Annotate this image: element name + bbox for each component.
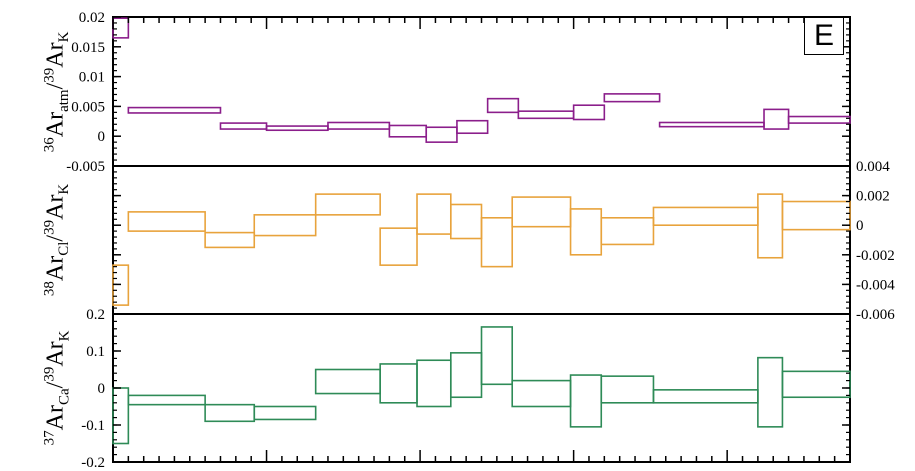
step-band-p1-5: [379, 227, 418, 266]
panel-frame-0: [112, 16, 851, 167]
step-band-p1-4: [314, 193, 381, 216]
y-tick-label-p2-4: -0.2: [81, 455, 105, 471]
step-band-p0-4: [327, 121, 391, 130]
step-band-p2-10: [569, 374, 603, 428]
y-tick-label-p0-4: 0: [98, 129, 106, 145]
y-tick-label-p1-2: 0: [856, 218, 864, 234]
step-band-p1-11: [600, 217, 655, 246]
step-band-p2-13: [757, 356, 784, 428]
step-band-p0-12: [658, 121, 765, 128]
step-band-p2-4: [314, 368, 381, 395]
y-tick-label-p1-0: 0.004: [856, 159, 890, 175]
step-band-p2-8: [480, 326, 514, 386]
y-tick-label-p1-1: 0.002: [856, 189, 890, 205]
step-band-p0-7: [456, 119, 489, 135]
step-band-p0-1: [127, 106, 222, 114]
y-axis-label-ar37: 37ArCa/39ArK: [41, 330, 72, 446]
step-band-p2-14: [781, 370, 851, 399]
step-band-p2-7: [449, 352, 483, 399]
step-band-p0-10: [572, 104, 606, 121]
y-tick-label-p0-3: 0.005: [71, 99, 105, 115]
step-band-p1-1: [127, 211, 206, 232]
step-band-p2-5: [379, 363, 418, 404]
step-band-p1-14: [781, 200, 851, 231]
step-band-p0-6: [425, 126, 458, 143]
step-band-p0-3: [265, 125, 329, 132]
step-band-p2-1: [127, 394, 206, 406]
step-band-p1-7: [449, 203, 483, 240]
step-band-p0-2: [219, 122, 268, 130]
step-band-p2-6: [416, 359, 452, 408]
step-band-p1-6: [416, 193, 452, 235]
step-band-p0-8: [486, 97, 520, 114]
step-band-p2-0: [112, 387, 130, 445]
step-band-p1-9: [511, 196, 572, 228]
step-band-p2-11: [600, 375, 655, 404]
y-tick-label-p0-1: 0.015: [71, 40, 105, 56]
step-band-p2-2: [204, 403, 256, 423]
step-band-p0-11: [603, 93, 661, 103]
y-tick-label-p0-0: 0.02: [79, 10, 105, 26]
y-tick-label-p2-2: 0: [98, 381, 106, 397]
step-band-p1-8: [480, 217, 514, 268]
step-band-p0-9: [517, 110, 575, 120]
panel-letter-label: E: [804, 17, 844, 55]
y-tick-label-p0-5: -0.005: [66, 159, 105, 175]
y-tick-label-p1-4: -0.004: [856, 277, 895, 293]
y-tick-label-p2-0: 0.2: [86, 307, 105, 323]
step-band-p1-2: [204, 231, 256, 249]
step-band-p2-9: [511, 379, 572, 408]
step-band-p1-12: [652, 206, 759, 227]
step-band-p0-14: [787, 115, 851, 124]
y-tick-label-p1-3: -0.002: [856, 248, 895, 264]
y-axis-label-ar38: 38ArCl/39ArK: [41, 183, 73, 297]
y-tick-label-p1-5: -0.006: [856, 307, 895, 323]
step-band-p0-13: [763, 108, 790, 130]
y-tick-label-p2-1: 0.1: [86, 344, 105, 360]
step-band-p0-5: [388, 124, 428, 138]
y-tick-label-p2-3: -0.1: [81, 418, 105, 434]
step-band-p1-13: [757, 193, 784, 259]
step-band-p1-3: [253, 214, 317, 237]
y-tick-label-p0-2: 0.01: [79, 70, 105, 86]
step-band-p1-10: [569, 208, 603, 256]
step-band-p2-12: [652, 389, 759, 404]
y-axis-label-ar36: 36Aratm/39ArK: [40, 31, 72, 152]
step-band-p2-3: [253, 405, 317, 421]
